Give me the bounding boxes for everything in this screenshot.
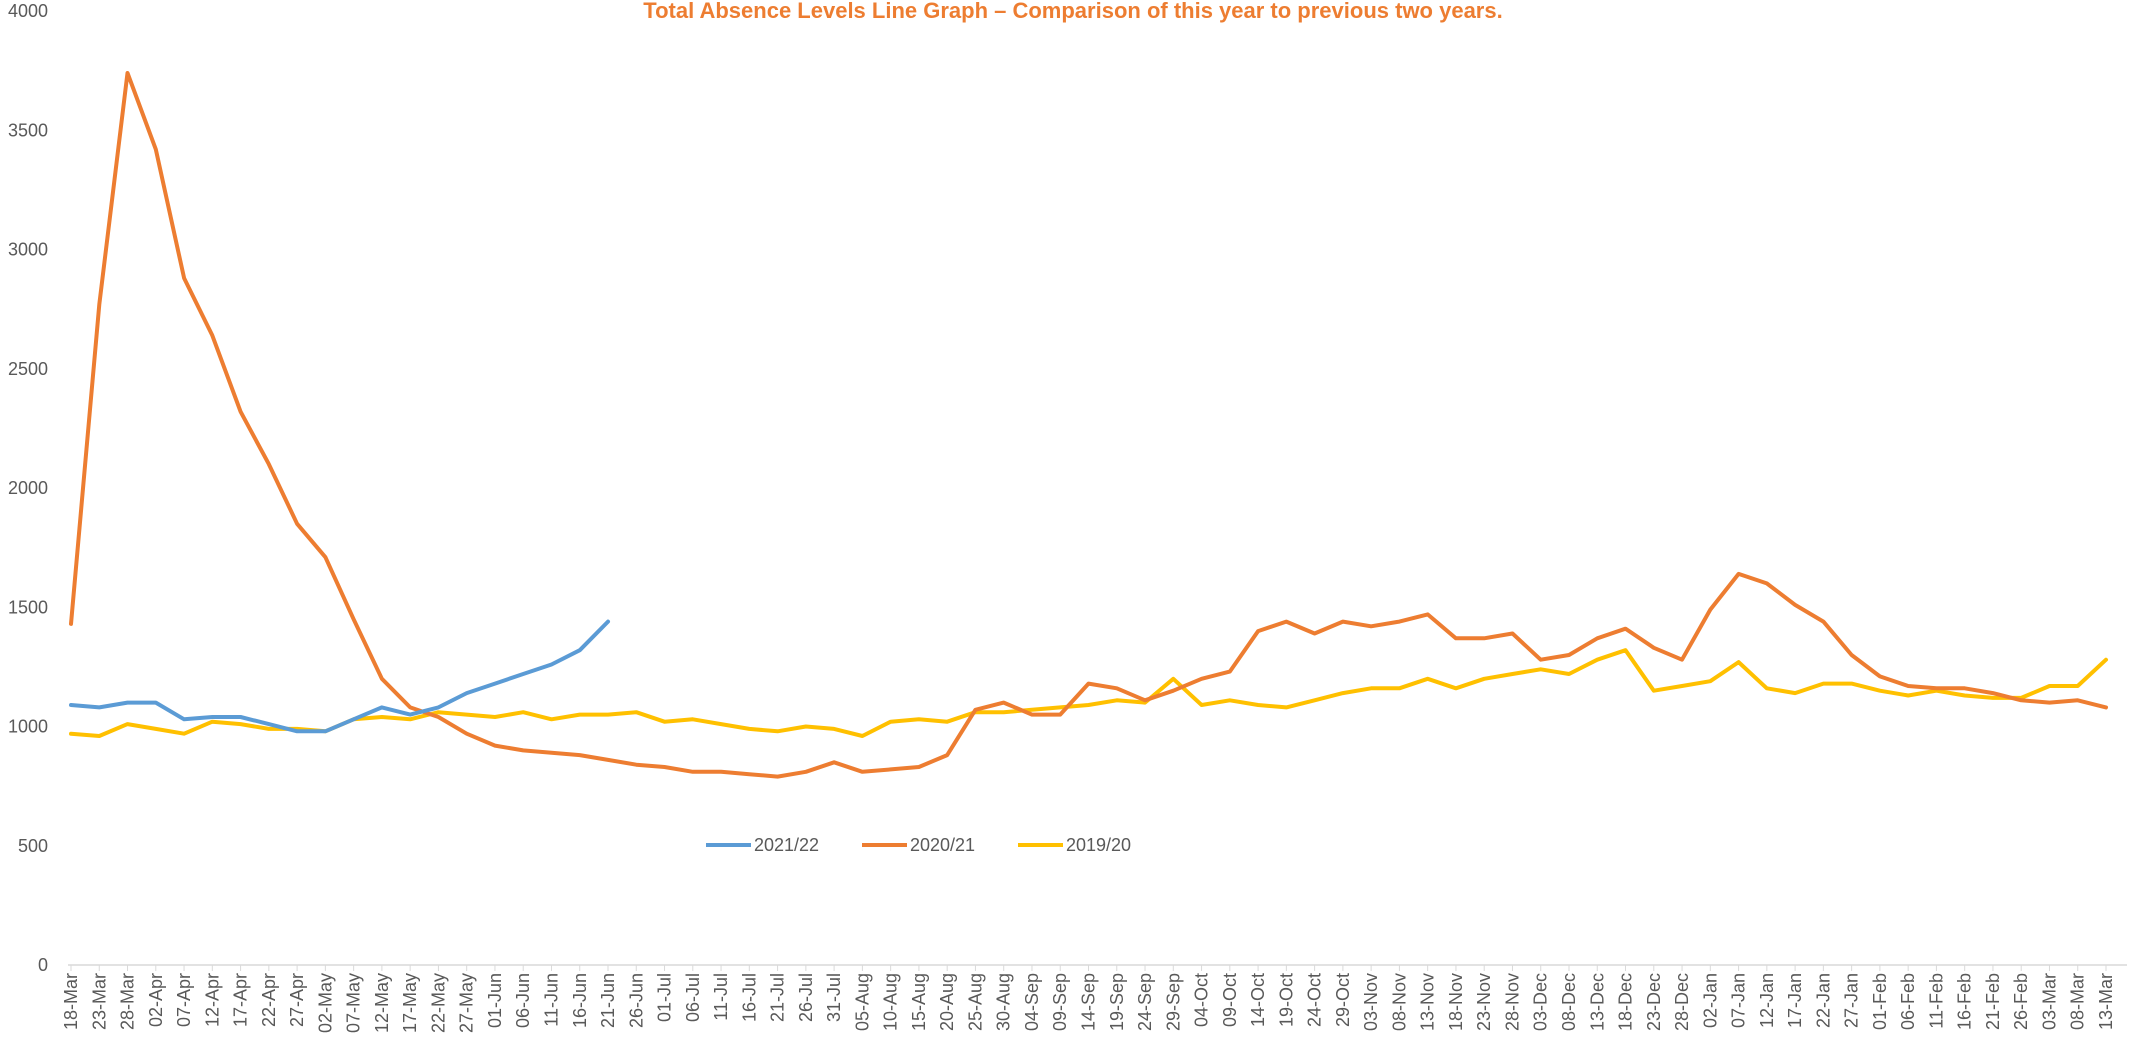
x-tick-label: 24-Sep <box>1135 973 1155 1031</box>
x-tick-label: 22-Apr <box>259 973 279 1027</box>
x-tick-label: 07-Apr <box>174 973 194 1027</box>
x-tick-label: 17-May <box>400 973 420 1033</box>
y-tick-label: 1000 <box>8 717 48 737</box>
x-tick-label: 28-Nov <box>1502 973 1522 1031</box>
x-tick-label: 06-Jul <box>683 973 703 1022</box>
y-tick-label: 500 <box>18 836 48 856</box>
y-tick-label: 2000 <box>8 478 48 498</box>
x-tick-label: 27-Jan <box>1842 973 1862 1028</box>
x-tick-label: 22-May <box>428 973 448 1033</box>
x-tick-label: 21-Jul <box>768 973 788 1022</box>
x-tick-label: 18-Mar <box>61 973 81 1030</box>
series-line <box>69 71 2108 779</box>
x-tick-label: 02-Jan <box>1700 973 1720 1028</box>
x-tick-label: 08-Dec <box>1559 973 1579 1031</box>
x-tick-label: 02-Apr <box>146 973 166 1027</box>
x-tick-label: 11-Jul <box>711 973 731 1021</box>
x-tick-label: 13-Mar <box>2096 973 2116 1030</box>
x-tick-label: 29-Sep <box>1163 973 1183 1031</box>
x-tick-label: 23-Nov <box>1474 973 1494 1031</box>
x-tick-label: 08-Mar <box>2068 973 2088 1030</box>
x-tick-label: 30-Aug <box>994 973 1014 1031</box>
x-tick-label: 23-Dec <box>1644 973 1664 1031</box>
x-tick-label: 05-Aug <box>852 973 872 1031</box>
x-tick-label: 04-Sep <box>1022 973 1042 1031</box>
x-tick-label: 17-Apr <box>231 973 251 1027</box>
x-tick-label: 06-Feb <box>1898 973 1918 1030</box>
x-tick-label: 12-Apr <box>202 973 222 1027</box>
x-tick-label: 18-Nov <box>1446 973 1466 1031</box>
x-tick-label: 09-Oct <box>1220 973 1240 1027</box>
y-tick-label: 2500 <box>8 359 48 379</box>
x-tick-label: 20-Aug <box>937 973 957 1031</box>
y-tick-label: 1500 <box>8 597 48 617</box>
x-tick-label: 16-Jun <box>570 973 590 1028</box>
x-tick-label: 12-May <box>372 973 392 1033</box>
x-tick-label: 11-Jun <box>541 973 561 1027</box>
x-tick-label: 16-Jul <box>739 973 759 1022</box>
x-tick-label: 27-May <box>457 973 477 1033</box>
chart-title: Total Absence Levels Line Graph – Compar… <box>643 0 1502 23</box>
x-tick-label: 11-Feb <box>1926 973 1946 1029</box>
x-tick-label: 16-Feb <box>1955 973 1975 1030</box>
x-tick-label: 02-May <box>315 973 335 1033</box>
x-tick-label: 28-Dec <box>1672 973 1692 1031</box>
x-tick-label: 07-May <box>344 973 364 1033</box>
x-tick-label: 23-Mar <box>89 973 109 1030</box>
x-tick-label: 06-Jun <box>513 973 533 1028</box>
x-tick-label: 14-Oct <box>1248 973 1268 1027</box>
x-tick-label: 07-Jan <box>1729 973 1749 1028</box>
x-tick-label: 03-Dec <box>1531 973 1551 1031</box>
x-tick-label: 13-Dec <box>1587 973 1607 1031</box>
x-tick-label: 13-Nov <box>1418 973 1438 1031</box>
x-tick-label: 21-Feb <box>1983 973 2003 1030</box>
x-tick-label: 19-Sep <box>1107 973 1127 1031</box>
x-tick-label: 22-Jan <box>1813 973 1833 1028</box>
y-tick-label: 4000 <box>8 1 48 21</box>
x-tick-label: 17-Jan <box>1785 973 1805 1028</box>
y-tick-label: 3500 <box>8 120 48 140</box>
x-tick-label: 12-Jan <box>1757 973 1777 1028</box>
x-tick-label: 28-Mar <box>118 973 138 1030</box>
series-line <box>69 619 610 734</box>
y-tick-label: 0 <box>38 955 48 975</box>
legend-label: 2021/22 <box>754 835 819 855</box>
x-tick-label: 29-Oct <box>1333 973 1353 1027</box>
y-tick-label: 3000 <box>8 240 48 260</box>
x-tick-label: 09-Sep <box>1050 973 1070 1031</box>
x-tick-label: 15-Aug <box>909 973 929 1031</box>
x-tick-label: 19-Oct <box>1276 973 1296 1027</box>
x-tick-label: 21-Jun <box>598 973 618 1028</box>
x-tick-label: 01-Feb <box>1870 973 1890 1030</box>
x-tick-label: 26-Jul <box>796 973 816 1022</box>
x-tick-label: 24-Oct <box>1305 973 1325 1027</box>
x-tick-label: 25-Aug <box>965 973 985 1031</box>
x-tick-label: 26-Jun <box>626 973 646 1028</box>
x-tick-label: 14-Sep <box>1079 973 1099 1031</box>
x-tick-label: 31-Jul <box>824 973 844 1022</box>
x-tick-label: 03-Nov <box>1361 973 1381 1031</box>
series-line <box>69 648 2108 738</box>
x-tick-label: 10-Aug <box>881 973 901 1031</box>
x-tick-label: 08-Nov <box>1389 973 1409 1031</box>
legend-label: 2020/21 <box>910 835 975 855</box>
x-tick-label: 01-Jul <box>655 973 675 1022</box>
legend-label: 2019/20 <box>1066 835 1131 855</box>
x-tick-label: 27-Apr <box>287 973 307 1027</box>
x-tick-label: 04-Oct <box>1192 973 1212 1027</box>
x-tick-label: 01-Jun <box>485 973 505 1028</box>
x-tick-label: 26-Feb <box>2011 973 2031 1030</box>
x-tick-label: 03-Mar <box>2039 973 2059 1030</box>
x-tick-label: 18-Dec <box>1616 973 1636 1031</box>
